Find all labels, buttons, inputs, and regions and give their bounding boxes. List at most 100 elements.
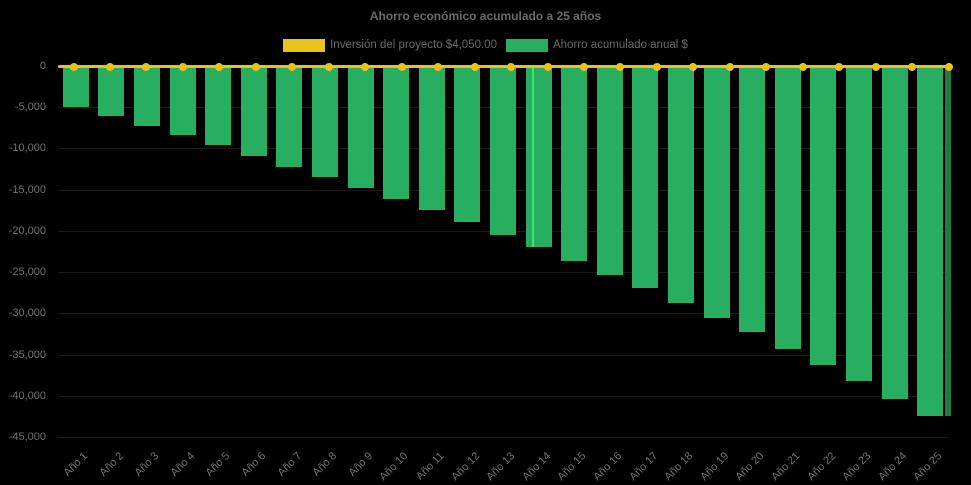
- legend-item-investment[interactable]: Inversión del proyecto $4,050.00: [283, 38, 497, 52]
- savings-legend-label: Ahorro acumulado anual $: [552, 39, 688, 51]
- investment-line-marker[interactable]: [106, 62, 114, 71]
- bar-ano-9[interactable]: [347, 66, 374, 188]
- x-axis-label: Año 5: [203, 450, 233, 479]
- investment-line-marker[interactable]: [142, 62, 151, 71]
- investment-line-marker[interactable]: [652, 62, 661, 71]
- bar-highlight-line: [531, 66, 534, 248]
- bar-ano-8[interactable]: [312, 66, 338, 177]
- bar-ano-7[interactable]: [276, 66, 303, 167]
- x-axis-label: Año 1: [61, 450, 91, 479]
- bar-ano-5[interactable]: [205, 66, 232, 145]
- bar-ano-21[interactable]: [774, 66, 801, 349]
- bar-ano-23[interactable]: [846, 66, 872, 381]
- investment-line-marker[interactable]: [215, 62, 224, 71]
- x-axis-label: Año 22: [804, 450, 838, 484]
- x-axis-label: Año 8: [310, 450, 340, 479]
- investment-line-marker[interactable]: [835, 62, 844, 71]
- x-axis-label: Año 4: [168, 450, 198, 479]
- x-axis-label: Año 14: [519, 450, 554, 484]
- bar-ano-24[interactable]: [881, 66, 908, 399]
- investment-line-marker[interactable]: [470, 62, 479, 71]
- x-axis-label: Año 17: [626, 450, 660, 484]
- grid-line: [58, 395, 948, 397]
- x-axis-label: Año 13: [484, 450, 518, 484]
- bar-ano-2[interactable]: [98, 66, 125, 117]
- investment-line-marker[interactable]: [434, 62, 443, 71]
- y-axis-label: -10,000: [8, 142, 46, 155]
- investment-line-marker[interactable]: [579, 62, 588, 71]
- investment-line-marker[interactable]: [543, 62, 552, 71]
- x-axis-label: Año 19: [697, 450, 732, 484]
- legend: Inversión del proyecto $4,050.00 Ahorro …: [0, 38, 971, 52]
- bar-ano-25[interactable]: [917, 66, 944, 416]
- bar-ano-20[interactable]: [739, 66, 766, 333]
- bar-ano-11[interactable]: [418, 66, 445, 210]
- investment-line-marker[interactable]: [507, 62, 515, 71]
- bar-ano-18[interactable]: [668, 66, 694, 303]
- investment-line-marker[interactable]: [251, 62, 260, 71]
- bar-ano-1[interactable]: [62, 66, 89, 107]
- x-axis-label: Año 16: [591, 450, 625, 484]
- investment-line-marker[interactable]: [288, 62, 297, 71]
- grid-line: [58, 313, 948, 315]
- x-axis-label: Año 23: [840, 450, 874, 484]
- investment-line: [58, 64, 951, 68]
- investment-line-marker[interactable]: [689, 62, 698, 71]
- bar-ano-14[interactable]: [525, 66, 552, 248]
- bar-ano-22[interactable]: [810, 66, 837, 365]
- savings-legend-swatch-icon: [505, 38, 548, 52]
- investment-line-marker[interactable]: [69, 62, 78, 71]
- x-axis-label: Año 11: [413, 450, 447, 483]
- y-axis-label: -20,000: [8, 224, 46, 237]
- y-axis-label: -40,000: [8, 389, 46, 402]
- investment-line-marker[interactable]: [397, 62, 406, 71]
- bar-ano-10[interactable]: [383, 66, 410, 200]
- bar-ano-4[interactable]: [169, 66, 196, 136]
- investment-line-marker[interactable]: [324, 62, 333, 71]
- bar-ano-16[interactable]: [596, 66, 623, 275]
- bar-ano-6[interactable]: [240, 66, 267, 156]
- x-axis-label: Año 24: [875, 450, 910, 484]
- investment-line-marker[interactable]: [616, 62, 625, 71]
- x-axis-label: Año 2: [97, 450, 126, 479]
- y-axis-label: -35,000: [8, 348, 46, 361]
- y-axis-label: -30,000: [8, 307, 46, 320]
- y-axis-label: -25,000: [8, 266, 46, 279]
- investment-line-marker[interactable]: [725, 62, 734, 71]
- investment-line-marker[interactable]: [798, 62, 807, 71]
- investment-line-marker[interactable]: [361, 62, 370, 71]
- bar-ano-15[interactable]: [561, 66, 588, 262]
- grid-line: [58, 437, 948, 438]
- grid-line: [58, 272, 948, 274]
- x-axis-label: Año 15: [555, 450, 589, 484]
- investment-line-marker[interactable]: [908, 62, 916, 71]
- grid-line: [58, 354, 948, 356]
- investment-line-marker[interactable]: [178, 62, 187, 71]
- bar-ano-12[interactable]: [454, 66, 481, 223]
- y-axis-label: -5,000: [14, 101, 46, 114]
- investment-line-marker[interactable]: [944, 62, 953, 71]
- x-axis-label: Año 25: [911, 450, 945, 484]
- x-axis-label: Año 20: [733, 450, 767, 484]
- bar-ano-19[interactable]: [703, 66, 730, 319]
- bar-ano-13[interactable]: [490, 66, 516, 236]
- legend-item-savings[interactable]: Ahorro acumulado anual $: [505, 38, 688, 52]
- x-axis-label: Año 6: [239, 450, 269, 479]
- x-axis-label: Año 3: [132, 450, 162, 479]
- investment-line-marker[interactable]: [871, 62, 880, 71]
- last-bar-dark-edge: [945, 66, 951, 416]
- x-axis-label: Año 21: [769, 450, 803, 484]
- investment-legend-label: Inversión del proyecto $4,050.00: [330, 39, 497, 51]
- y-axis-label: -45,000: [8, 431, 46, 443]
- y-axis-label: -15,000: [8, 183, 46, 196]
- x-axis-label: Año 18: [662, 450, 696, 484]
- x-axis-label: Año 12: [448, 450, 482, 484]
- chart-title: Ahorro económico acumulado a 25 años: [369, 9, 602, 23]
- bar-ano-17[interactable]: [632, 66, 659, 289]
- x-axis-label: Año 9: [346, 450, 376, 479]
- investment-legend-swatch-icon: [283, 38, 326, 52]
- investment-line-marker[interactable]: [762, 62, 771, 71]
- bar-ano-3[interactable]: [134, 66, 160, 126]
